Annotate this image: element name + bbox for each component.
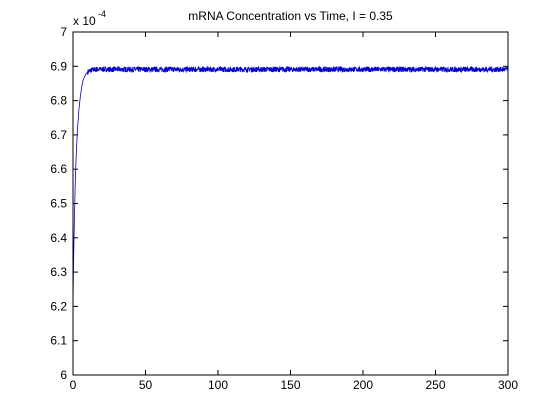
y-tick-label: 6.7	[50, 128, 67, 142]
x-tick-label: 50	[139, 378, 153, 392]
y-tick-label: 6	[60, 368, 67, 382]
plot-frame	[72, 31, 509, 376]
y-multiplier-base: x 10	[73, 14, 96, 28]
series-line	[72, 65, 509, 307]
y-tick-label: 6.5	[50, 197, 67, 211]
y-tick-label: 6.6	[50, 162, 67, 176]
x-tick-label: 150	[280, 378, 300, 392]
series-layer	[72, 65, 509, 307]
x-tick-label: 0	[70, 378, 77, 392]
x-tick-label: 300	[498, 378, 518, 392]
y-tick-label: 6.9	[50, 59, 67, 73]
y-tick-label: 6.8	[50, 94, 67, 108]
plot-area	[73, 32, 508, 375]
y-tick-label: 6.1	[50, 334, 67, 348]
x-tick-label: 200	[353, 378, 373, 392]
x-tick-label: 250	[425, 378, 445, 392]
y-multiplier-exponent: -4	[98, 9, 106, 19]
axis-ticks: 0 50 100 150 200 250 300 6 6.1 6.2 6.3 6.4 6.5 6.6 6.7…	[50, 25, 518, 392]
chart-title: mRNA Concentration vs Time, I = 0.35	[188, 9, 393, 23]
y-tick-label: 7	[60, 25, 67, 39]
y-tick-label: 6.2	[50, 299, 67, 313]
y-tick-label: 6.3	[50, 265, 67, 279]
y-tick-label: 6.4	[50, 231, 67, 245]
x-tick-label: 100	[208, 378, 228, 392]
